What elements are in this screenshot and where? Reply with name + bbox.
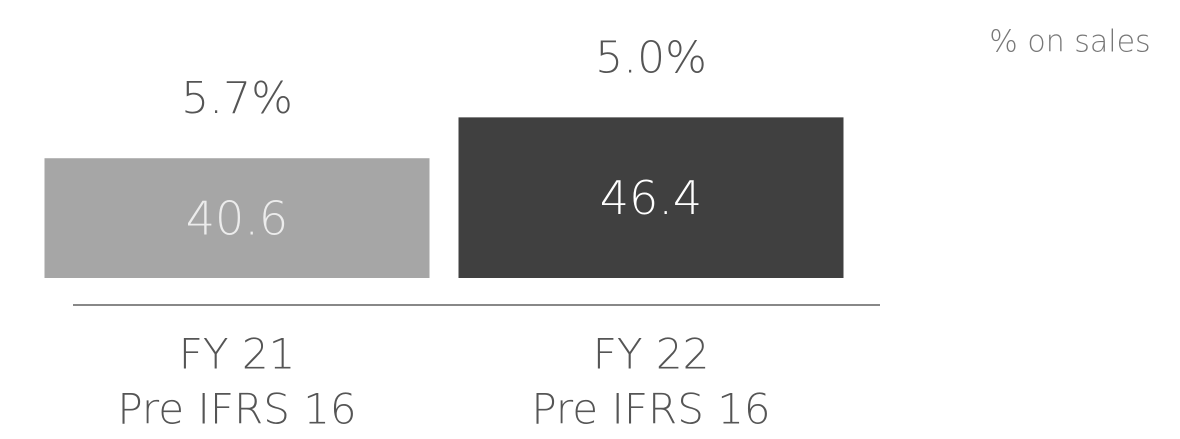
x-tick-label: Pre IFRS 16: [117, 385, 356, 434]
x-tick-label: FY 22: [593, 330, 710, 379]
bar: [458, 117, 844, 278]
secondary-value-label: 5.7%: [181, 73, 293, 124]
bar: [44, 158, 430, 278]
secondary-legend: % on sales: [989, 25, 1150, 60]
bar-value-label: 40.6: [186, 192, 288, 246]
x-tick-label: Pre IFRS 16: [531, 385, 770, 434]
bar-value-label: 46.4: [600, 171, 702, 225]
x-tick-label: FY 21: [179, 330, 296, 379]
secondary-value-label: 5.0%: [595, 32, 707, 83]
